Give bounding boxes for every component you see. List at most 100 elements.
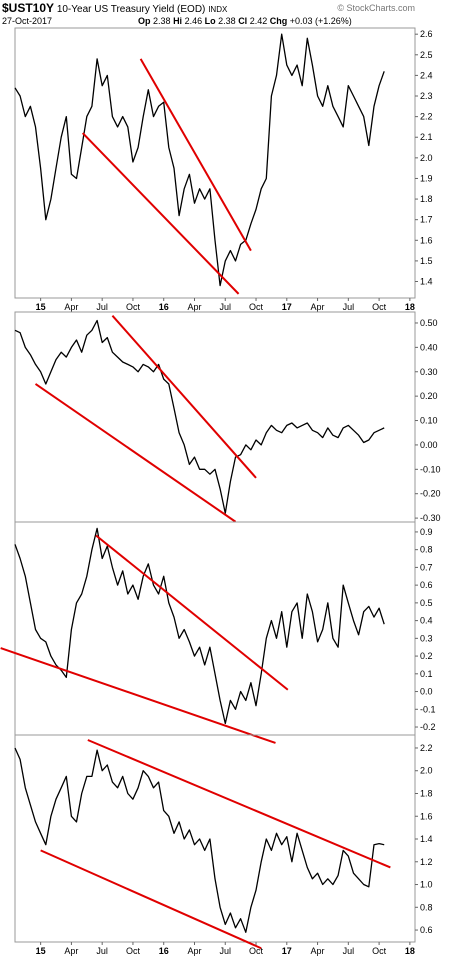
x-tick-label: Apr	[311, 946, 325, 956]
x-tick-label: Oct	[126, 946, 141, 956]
quote-label: Chg	[270, 16, 288, 26]
header-title: $UST10Y 10-Year US Treasury Yield (EOD) …	[2, 1, 228, 15]
y-tick-label: -0.30	[420, 513, 441, 523]
quote: Op 2.38 Hi 2.46 Lo 2.38 Cl 2.42 Chg +0.0…	[138, 16, 352, 26]
y-tick-label: 0.10	[420, 416, 438, 426]
x-tick-label: 15	[36, 946, 46, 956]
y-tick-label: 0.0	[420, 687, 433, 697]
y-tick-label: 0.5	[420, 598, 433, 608]
y-tick-label: 2.6	[420, 29, 433, 39]
date: 27-Oct-2017	[2, 16, 52, 26]
y-tick-label: 0.3	[420, 633, 433, 643]
x-tick-label: Apr	[311, 302, 325, 312]
x-tick-label: 18	[405, 302, 415, 312]
x-tick-label: Apr	[187, 302, 201, 312]
exchange: INDX	[208, 5, 228, 14]
y-tick-label: -0.2	[420, 722, 436, 732]
y-tick-label: 0.20	[420, 391, 438, 401]
y-tick-label: -0.1	[420, 704, 436, 714]
trendline	[0, 647, 276, 744]
trendline	[81, 132, 240, 295]
quote-label: Op	[138, 16, 151, 26]
y-tick-label: 0.2	[420, 651, 433, 661]
y-tick-label: 2.1	[420, 132, 433, 142]
x-tick-label: Oct	[372, 946, 387, 956]
y-tick-label: 2.0	[420, 766, 433, 776]
x-tick-label: Oct	[372, 302, 387, 312]
x-tick-label: Jul	[343, 302, 355, 312]
trendline	[40, 849, 262, 950]
y-tick-label: 1.4	[420, 277, 433, 287]
trendline	[34, 383, 237, 523]
quote-label: Cl	[238, 16, 247, 26]
x-tick-label: 17	[282, 946, 292, 956]
y-tick-label: 2.5	[420, 50, 433, 60]
x-tick-label: Jul	[343, 946, 355, 956]
y-tick-label: 1.8	[420, 788, 433, 798]
x-tick-label: 16	[159, 302, 169, 312]
y-tick-label: 2.0	[420, 153, 433, 163]
y-tick-label: 0.8	[420, 902, 433, 912]
y-tick-label: 0.50	[420, 318, 438, 328]
y-tick-label: 1.6	[420, 235, 433, 245]
quote-label: Hi	[173, 16, 182, 26]
quote-value: +0.03 (+1.26%)	[290, 16, 352, 26]
y-tick-label: 1.5	[420, 256, 433, 266]
price-line	[14, 319, 385, 514]
trendline	[95, 534, 289, 691]
y-tick-label: 0.6	[420, 580, 433, 590]
x-tick-label: Jul	[219, 302, 231, 312]
y-tick-label: 1.2	[420, 857, 433, 867]
y-tick-label: 1.9	[420, 173, 433, 183]
y-tick-label: 0.6	[420, 925, 433, 935]
y-tick-label: 2.4	[420, 70, 433, 80]
trendline	[87, 739, 391, 869]
panel-frame	[14, 521, 416, 736]
y-tick-label: 0.8	[420, 545, 433, 555]
symbol: $UST10Y	[2, 1, 54, 15]
x-tick-label: 15	[36, 302, 46, 312]
x-tick-label: Jul	[96, 946, 108, 956]
x-tick-label: Jul	[219, 946, 231, 956]
y-tick-label: 0.9	[420, 527, 433, 537]
y-tick-label: -0.10	[420, 464, 441, 474]
price-line	[14, 527, 385, 725]
x-tick-label: Apr	[64, 946, 78, 956]
y-tick-label: 1.4	[420, 834, 433, 844]
y-tick-label: 0.1	[420, 669, 433, 679]
y-tick-label: 0.30	[420, 367, 438, 377]
x-tick-label: Oct	[249, 946, 264, 956]
y-tick-label: 1.6	[420, 811, 433, 821]
trendline	[111, 314, 257, 479]
x-tick-label: Jul	[96, 302, 108, 312]
x-tick-label: 18	[405, 946, 415, 956]
x-tick-label: Apr	[64, 302, 78, 312]
y-tick-label: 2.3	[420, 91, 433, 101]
y-tick-label: 1.0	[420, 880, 433, 890]
x-tick-label: Apr	[187, 946, 201, 956]
price-line	[14, 747, 385, 933]
y-tick-label: 1.8	[420, 194, 433, 204]
y-tick-label: -0.20	[420, 489, 441, 499]
title: 10-Year US Treasury Yield (EOD)	[57, 4, 206, 15]
quote-value: 2.46	[185, 16, 203, 26]
quote-value: 2.42	[250, 16, 268, 26]
panel-frame	[14, 27, 416, 299]
x-tick-label: Oct	[249, 302, 264, 312]
x-tick-label: 17	[282, 302, 292, 312]
y-tick-label: 2.2	[420, 112, 433, 122]
watermark: © StockCharts.com	[337, 3, 415, 13]
quote-value: 2.38	[218, 16, 236, 26]
y-tick-label: 0.00	[420, 440, 438, 450]
y-tick-label: 2.2	[420, 743, 433, 753]
quote-label: Lo	[205, 16, 216, 26]
y-tick-label: 0.40	[420, 342, 438, 352]
trendline	[139, 58, 252, 252]
y-tick-label: 0.4	[420, 616, 433, 626]
y-tick-label: 1.7	[420, 215, 433, 225]
panel-frame	[14, 734, 416, 943]
panel-frame	[14, 311, 416, 523]
price-line	[14, 33, 385, 287]
x-tick-label: Oct	[126, 302, 141, 312]
